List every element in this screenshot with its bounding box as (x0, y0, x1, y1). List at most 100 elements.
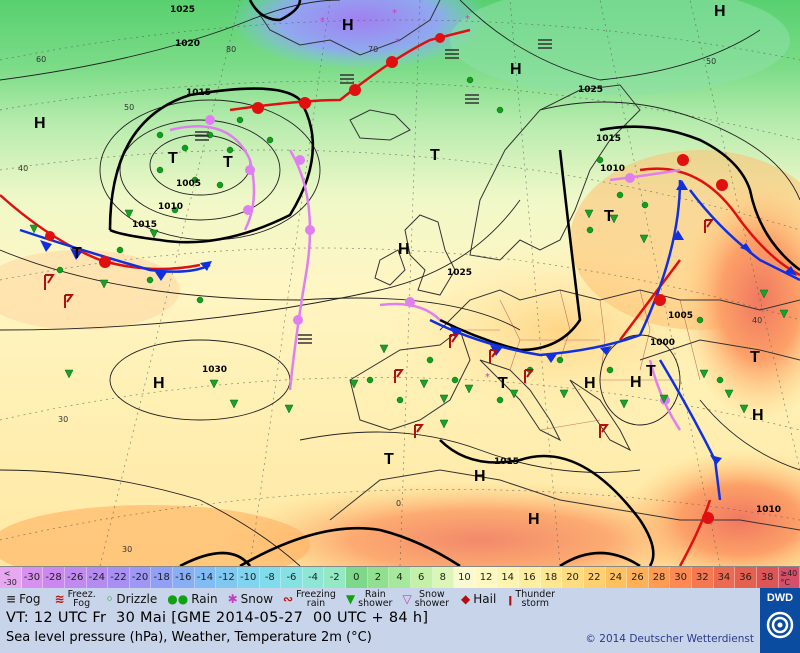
temperature-scale-cell: -22 (108, 567, 130, 588)
thunderstorm-icon: ꞁ (508, 592, 513, 606)
isobar-label: 1015 (494, 457, 519, 467)
isobar-label: 1005 (176, 179, 201, 189)
isobar-label: 1030 (202, 365, 227, 375)
legend-snow-label: Snow (240, 592, 274, 606)
hail-icon: ◆ (461, 592, 471, 606)
temperature-color-scale: < -30 -30 -28 -26 -24 -22 -20 -18 -16 -14 -12 -10 -8… (0, 566, 800, 589)
low-pressure-label: T (223, 154, 233, 171)
temperature-scale-cell: -14 (194, 567, 217, 588)
low-pressure-label: T (72, 245, 82, 262)
legend-thunderstorm-label: Thunder storm (515, 589, 556, 609)
low-pressure-label: T (750, 349, 760, 366)
latitude-label: 50 (706, 57, 716, 66)
isobar-label: 1010 (600, 164, 625, 174)
svg-text:*: * (465, 14, 470, 25)
weather-map: * * * * * H H H H H H H H H H H T T T T T T… (0, 0, 800, 566)
isobar-label: 1015 (186, 88, 211, 98)
isobar-label: 1015 (596, 134, 621, 144)
temperature-scale-cell: 2 (367, 567, 390, 588)
low-pressure-label: T (168, 150, 178, 167)
temperature-scale-cell: -16 (173, 567, 195, 588)
temperature-scale-cell: 32 (692, 567, 714, 588)
isobar-label: 1025 (447, 268, 472, 278)
low-pressure-label: T (498, 375, 508, 392)
chart-info-panel: VT: 12 UTC Fr 30 Mai [GME 2014-05-27 00 … (0, 610, 760, 653)
weather-legend: ≡ Fog ≋ Freez. Fog ◦ Drizzle ●● Rain ✱ S… (0, 588, 760, 610)
temperature-scale-cell: 30 (670, 567, 692, 588)
low-pressure-label: T (646, 363, 656, 380)
freezing-rain-icon: ∾ (283, 592, 294, 606)
legend-fog: ≡ Fog (6, 592, 41, 606)
legend-freezing-fog: ≋ Freez. Fog (55, 589, 96, 609)
latitude-label: 0 (396, 499, 401, 508)
high-pressure-label: H (34, 115, 46, 132)
legend-freezing-rain: ∾ Freezing rain (283, 589, 336, 609)
temperature-scale-cell: 0 (346, 567, 368, 588)
legend-rain: ●● Rain (167, 592, 217, 606)
pressure-center-labels: H H H H H H H H H H H T T T T T T T T T (34, 3, 764, 528)
isobar-label: 1010 (756, 505, 781, 515)
legend-rain-shower: ▼ Rain shower (345, 589, 393, 609)
rain-shower-icon: ▼ (345, 592, 356, 606)
temperature-scale-cell: 36 (735, 567, 757, 588)
rain-shower-symbols (29, 209, 789, 429)
cold-air-region (230, 0, 490, 70)
hot-air-region (220, 480, 740, 566)
isobar-label: 1000 (650, 338, 675, 348)
legend-snow-shower: ▽ Snow shower (402, 590, 449, 609)
temperature-scale-cell: 26 (627, 567, 649, 588)
temperature-scale-cell: 10 (454, 567, 476, 588)
svg-text:*: * (392, 8, 397, 19)
coastlines (249, 0, 800, 531)
latitude-label: 70 (368, 45, 378, 54)
isobar-label: 1025 (578, 85, 603, 95)
valid-time: VT: 12 UTC Fr 30 Mai [GME 2014-05-27 00 … (6, 610, 429, 626)
latitude-label: 30 (122, 545, 132, 554)
snow-icon: ✱ (227, 592, 238, 606)
temperature-scale-cell: 8 (432, 567, 455, 588)
temperature-scale-cell: 4 (389, 567, 411, 588)
hot-air-region (620, 450, 800, 566)
svg-text:*: * (485, 372, 490, 383)
temperature-scale-cell: 22 (583, 567, 606, 588)
temperature-scale-cell: ≥40 °C (778, 567, 800, 588)
dwd-swirl-icon (766, 611, 794, 639)
low-pressure-label: T (604, 208, 614, 225)
legend-fog-label: Fog (19, 592, 41, 606)
rain-icon: ●● (167, 592, 189, 606)
drizzle-icon: ◦ (105, 592, 114, 606)
legend-rain-shower-label: Rain shower (358, 589, 393, 609)
temperature-scale-cell: -28 (43, 567, 65, 588)
high-pressure-label: H (510, 61, 522, 78)
bold-isobars (108, 0, 800, 566)
legend-freezing-fog-label: Freez. Fog (67, 589, 96, 609)
dwd-logo: DWD (760, 588, 800, 653)
latitude-label: 80 (226, 45, 236, 54)
latitude-labels: 80 70 60 50 40 30 0 50 40 30 (18, 45, 762, 554)
temperature-scale-cell: 24 (605, 567, 628, 588)
low-pressure-label: T (430, 147, 440, 164)
isobar-label: 1015 (132, 220, 157, 230)
high-pressure-label: H (630, 374, 642, 391)
temperature-scale-cell: 20 (562, 567, 584, 588)
temperature-scale-cell: -26 (64, 567, 87, 588)
legend-freezing-rain-label: Freezing rain (296, 589, 336, 609)
temperature-scale-cell: -8 (259, 567, 282, 588)
weather-symbols: * * * * * (29, 8, 789, 438)
legend-hail-label: Hail (473, 592, 497, 606)
temperature-scale-cell: -4 (302, 567, 325, 588)
high-pressure-label: H (584, 375, 596, 392)
fog-icon: ≡ (6, 592, 17, 606)
isobar-label: 1025 (170, 5, 195, 15)
thunderstorm-symbols (44, 219, 714, 438)
temperature-scale-cell: 18 (540, 567, 563, 588)
legend-rain-label: Rain (191, 592, 218, 606)
temperature-scale-cell: -30 (21, 567, 44, 588)
temperature-scale-cell: 28 (648, 567, 671, 588)
low-pressure-label: T (384, 451, 394, 468)
legend-snow: ✱ Snow (228, 592, 273, 606)
temperature-scale-cell: -2 (324, 567, 346, 588)
warm-air-region (0, 250, 180, 330)
temperature-scale-cell: < -30 (0, 567, 22, 588)
high-pressure-label: H (474, 468, 486, 485)
